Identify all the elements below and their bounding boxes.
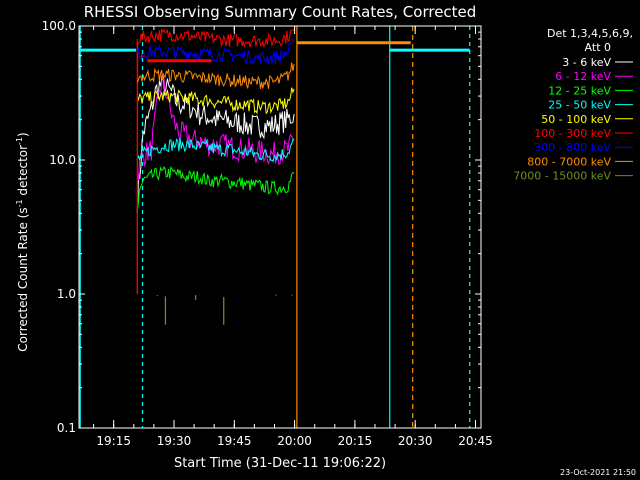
legend-label-6: 300 - 800 keV — [534, 141, 611, 154]
x-axis-label: Start Time (31-Dec-11 19:06:22) — [174, 456, 386, 471]
y-tick-label-2: 1.0 — [57, 287, 76, 301]
legend-label-4: 50 - 100 keV — [541, 113, 611, 126]
x-tick-label-5: 20:30 — [398, 434, 433, 448]
attenuator-label: F — [140, 53, 145, 63]
legend-label-2: 12 - 25 keV — [548, 84, 611, 97]
y-tick-label-1: 10.0 — [49, 153, 76, 167]
x-tick-label-2: 19:45 — [217, 434, 252, 448]
legend-label-1: 6 - 12 keV — [555, 70, 611, 83]
y-axis-label-end: ) — [16, 132, 30, 137]
legend-label-3: 25 - 50 keV — [548, 99, 611, 112]
chart-title: RHESSI Observing Summary Count Rates, Co… — [84, 3, 477, 21]
y-tick-label-0: 100.0 — [42, 19, 76, 33]
legend-label-7: 800 - 7000 keV — [527, 155, 611, 168]
plot-frame — [78, 25, 482, 429]
series-line-1 — [136, 72, 295, 181]
x-tick-label-6: 20:45 — [458, 434, 493, 448]
series-line-3 — [136, 138, 295, 163]
y-axis-label-sup2: -1 — [15, 137, 24, 145]
y-axis-label-mid: detector — [16, 145, 30, 200]
footer-timestamp: 23-Oct-2021 21:50 — [560, 468, 636, 477]
legend-header-line-2: Att 0 — [585, 41, 611, 54]
svg-text:Corrected Count Rate (s-1 dete: Corrected Count Rate (s-1 detector-1) — [15, 132, 30, 351]
axis-layer: 100.0 10.0 1.0 0.1 19:15 19:30 19:45 20:00 20:15… — [42, 19, 493, 448]
x-tick-label-3: 20:00 — [277, 434, 312, 448]
legend-header-line-1: Det 1,3,4,5,6,9, — [547, 27, 633, 40]
series-line-2 — [136, 165, 295, 213]
series-line-4 — [136, 87, 295, 115]
series-line-5 — [136, 28, 295, 294]
legend-label-5: 100 - 300 keV — [534, 127, 611, 140]
series-line-6 — [136, 38, 295, 66]
plot-layer: F — [79, 26, 471, 428]
x-tick-label-4: 20:15 — [338, 434, 373, 448]
legend-label-0: 3 - 6 keV — [562, 56, 611, 69]
y-axis-label: Corrected Count Rate (s-1 detector-1) — [15, 132, 30, 351]
series-line-7 — [136, 62, 295, 90]
x-tick-label-0: 19:15 — [96, 434, 131, 448]
y-tick-label-3: 0.1 — [57, 421, 76, 435]
legend-label-8: 7000 - 15000 keV — [513, 170, 611, 183]
y-axis-label-main: Corrected Count Rate (s — [16, 207, 30, 351]
y-axis-label-sup: -1 — [15, 199, 24, 207]
x-tick-label-1: 19:30 — [157, 434, 192, 448]
